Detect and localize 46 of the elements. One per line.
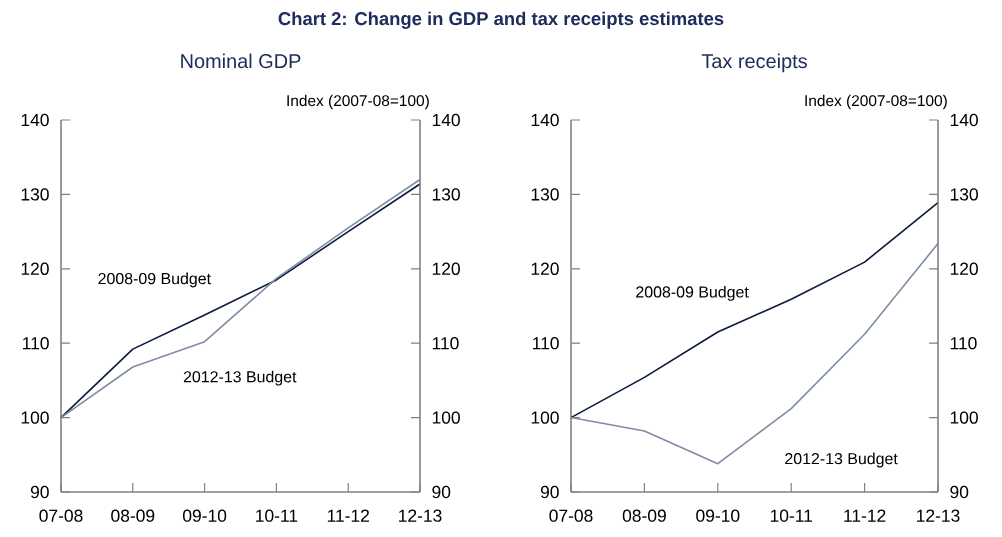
x-tick-label: 11-12 [844, 509, 886, 522]
series-label: 2012-13 Budget [785, 452, 898, 468]
line-series [570, 201, 939, 419]
x-tick-label: 12-13 [399, 509, 442, 522]
x-tick-label: 10-11 [256, 509, 298, 522]
y-axis-title: Index (2007-08=100) [287, 94, 429, 110]
series-label: 2008-09 Budget [98, 272, 211, 288]
y-tick-label: 130 [432, 188, 460, 201]
y2-tick-label: 130 [21, 188, 49, 201]
y2-tick-label: 140 [21, 113, 49, 127]
y2-tick-label: 100 [531, 411, 559, 424]
y-tick-label: 110 [950, 337, 977, 350]
y-tick-label: 110 [432, 337, 459, 350]
y2-tick-label: 90 [540, 485, 559, 499]
y-tick-label: 120 [950, 262, 978, 275]
series-label: 2008-09 Budget [636, 285, 749, 301]
y-axis-title: Index (2007-08=100) [805, 94, 947, 110]
y2-tick-label: 130 [531, 188, 559, 201]
chart-title: Tax receipts [701, 53, 807, 73]
y-tick-label: 130 [950, 188, 978, 201]
x-tick-label: 09-10 [183, 509, 227, 522]
y-tick-label: 100 [950, 411, 978, 424]
y-tick-label: 140 [432, 113, 460, 127]
y-tick-label: 100 [432, 411, 460, 424]
y-tick-label: 140 [950, 113, 978, 127]
chart-title: Nominal GDP [181, 53, 301, 69]
caption: Chart 2: Change in GDP and tax receipts estimates [278, 11, 724, 29]
series-label: 2012-13 Budget [183, 370, 297, 386]
y2-tick-label: 120 [21, 262, 49, 275]
y2-tick-label: 100 [21, 411, 49, 424]
x-tick-label: 10-11 [770, 509, 812, 522]
y2-tick-label: 120 [531, 262, 559, 275]
y-tick-label: 120 [432, 262, 460, 275]
y2-tick-label: 90 [30, 485, 49, 499]
y-tick-label: 90 [432, 485, 451, 499]
x-tick-label: 07-08 [549, 509, 593, 522]
y-tick-label: 90 [950, 485, 969, 499]
y2-tick-label: 110 [533, 337, 559, 350]
x-tick-label: 08-09 [111, 509, 155, 522]
y2-tick-label: 140 [531, 113, 559, 127]
x-tick-label: 07-08 [39, 509, 83, 522]
y2-tick-label: 110 [23, 337, 49, 350]
x-tick-label: 08-09 [622, 509, 666, 522]
x-tick-label: 11-12 [327, 509, 369, 522]
x-tick-label: 09-10 [696, 509, 740, 522]
x-tick-label: 12-13 [917, 509, 960, 522]
